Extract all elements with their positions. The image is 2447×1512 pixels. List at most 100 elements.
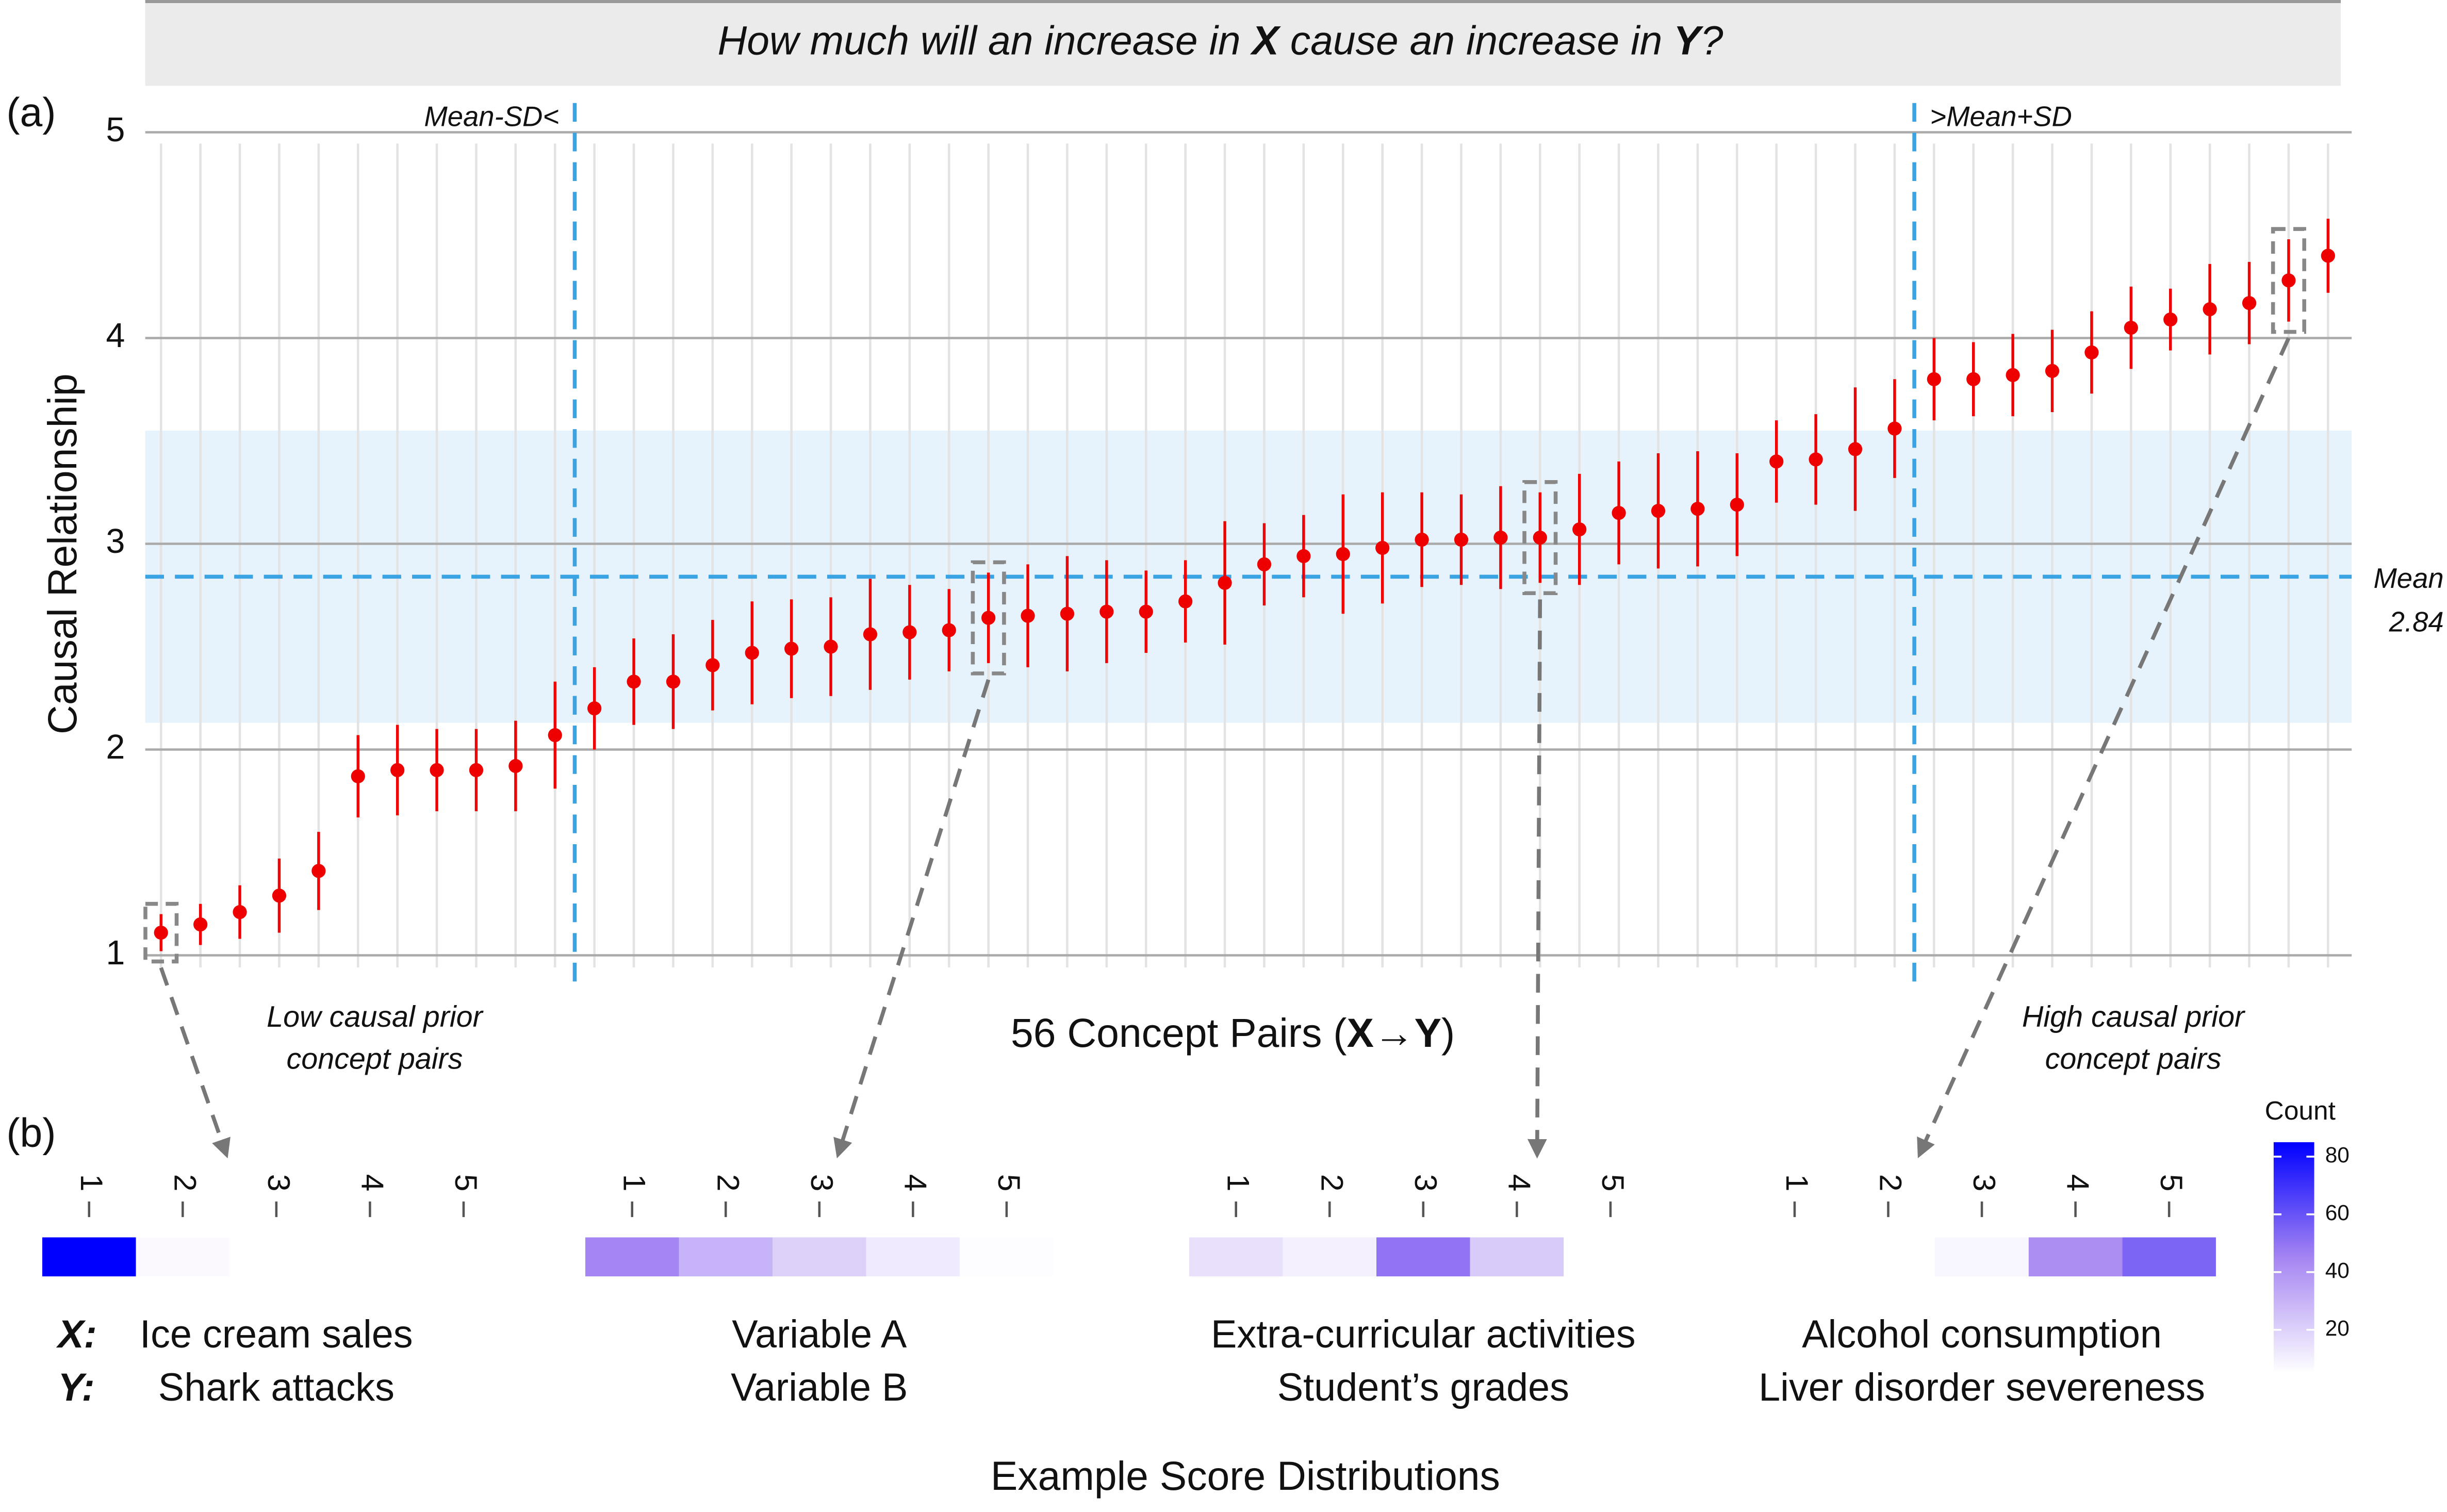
y-name: Shark attacks: [158, 1366, 395, 1409]
group-label: High causal prior: [2022, 1000, 2246, 1033]
colorbar-label: 20: [2325, 1316, 2350, 1340]
x-axis-title: 56 Concept Pairs (X→Y): [1011, 1010, 1455, 1056]
panel-label: (a): [6, 90, 56, 135]
point: [2006, 368, 2020, 382]
title-bar: [145, 0, 2341, 86]
point: [1809, 452, 1823, 467]
point: [193, 917, 208, 932]
point: [863, 627, 878, 642]
y-tick-label: 2: [106, 728, 125, 766]
score-label: 1: [74, 1174, 109, 1192]
point: [1375, 540, 1390, 555]
score-label: 4: [2061, 1174, 2096, 1192]
score-label: 4: [898, 1174, 933, 1192]
highlight-box: [2271, 227, 2306, 334]
point: [1651, 504, 1666, 518]
point: [233, 905, 247, 919]
score-label: 2: [1315, 1174, 1350, 1192]
x-name: Alcohol consumption: [1802, 1313, 2162, 1356]
point: [1848, 442, 1863, 456]
cutoff-label: Mean-SD<: [424, 101, 559, 132]
score-label: 1: [1221, 1174, 1256, 1192]
y-axis-title: Causal Relationship: [40, 373, 85, 734]
point: [1218, 576, 1232, 590]
point: [1690, 502, 1705, 516]
point: [272, 889, 287, 903]
point: [1336, 547, 1350, 562]
point: [587, 701, 602, 716]
colorbar-label: 40: [2325, 1258, 2350, 1283]
heat-cell: [229, 1237, 323, 1277]
legend-title: Count: [2265, 1095, 2336, 1125]
group-label: concept pairs: [2045, 1043, 2222, 1076]
heat-cell: [960, 1237, 1054, 1277]
group-label: concept pairs: [287, 1043, 463, 1076]
colorbar-label: 60: [2325, 1201, 2350, 1225]
heat-cell: [1470, 1237, 1564, 1277]
y-name: Student’s grades: [1277, 1366, 1569, 1409]
point: [902, 625, 917, 639]
point: [745, 646, 759, 660]
score-label: 3: [1967, 1174, 2002, 1192]
point: [2124, 320, 2138, 335]
text-part: cause an increase in: [1279, 18, 1673, 63]
point: [1730, 498, 1744, 512]
text-part: 56 Concept Pairs (: [1011, 1010, 1346, 1056]
point: [1769, 454, 1784, 469]
point: [1612, 506, 1626, 520]
y-tick-label: 5: [106, 111, 125, 149]
arrow: [1917, 337, 2291, 1158]
point: [824, 639, 838, 654]
point: [1493, 530, 1508, 545]
point: [2321, 249, 2335, 263]
heat-cell: [585, 1237, 679, 1277]
point: [508, 759, 523, 774]
point: [351, 769, 365, 783]
text-part: ): [1441, 1010, 1455, 1056]
score-label: 3: [1408, 1174, 1443, 1192]
heat-cell: [1935, 1237, 2029, 1277]
point: [1060, 606, 1075, 621]
colorbar: [2273, 1142, 2314, 1373]
arrow: [833, 679, 991, 1159]
score-label: 2: [711, 1174, 746, 1192]
point: [1178, 594, 1193, 609]
score-label: 1: [1780, 1174, 1815, 1192]
score-label: 3: [261, 1174, 297, 1192]
point: [1454, 532, 1469, 547]
point: [705, 658, 720, 672]
point: [627, 675, 641, 689]
point: [2045, 364, 2060, 378]
point: [1415, 532, 1429, 547]
y-tick-label: 3: [106, 522, 125, 561]
point: [1533, 530, 1547, 545]
point: [311, 864, 326, 878]
heat-cell: [679, 1237, 773, 1277]
heat-cell: [42, 1237, 136, 1277]
highlight-box: [971, 560, 1006, 676]
highlight-box: [1522, 480, 1558, 596]
highlight-box: [143, 901, 179, 964]
point: [430, 763, 444, 777]
text-part: Y: [1673, 18, 1704, 63]
heat-cell: [1283, 1237, 1377, 1277]
point: [1966, 372, 1981, 386]
point: [154, 925, 168, 940]
point: [981, 611, 996, 625]
point: [1887, 421, 1902, 436]
score-label: 5: [1596, 1174, 1631, 1192]
y-tag: Y:: [58, 1366, 94, 1409]
point: [1139, 604, 1153, 619]
heat-cell: [2122, 1237, 2216, 1277]
point: [784, 642, 799, 656]
arrow: [159, 967, 231, 1159]
point: [2242, 296, 2257, 310]
y-tick-label: 1: [106, 934, 125, 972]
heat-cell: [773, 1237, 866, 1277]
point: [1572, 522, 1587, 537]
text-part: X→Y: [1346, 1010, 1441, 1056]
heat-cell: [1189, 1237, 1283, 1277]
point: [666, 675, 681, 689]
point: [1021, 609, 1035, 623]
point: [390, 763, 405, 777]
